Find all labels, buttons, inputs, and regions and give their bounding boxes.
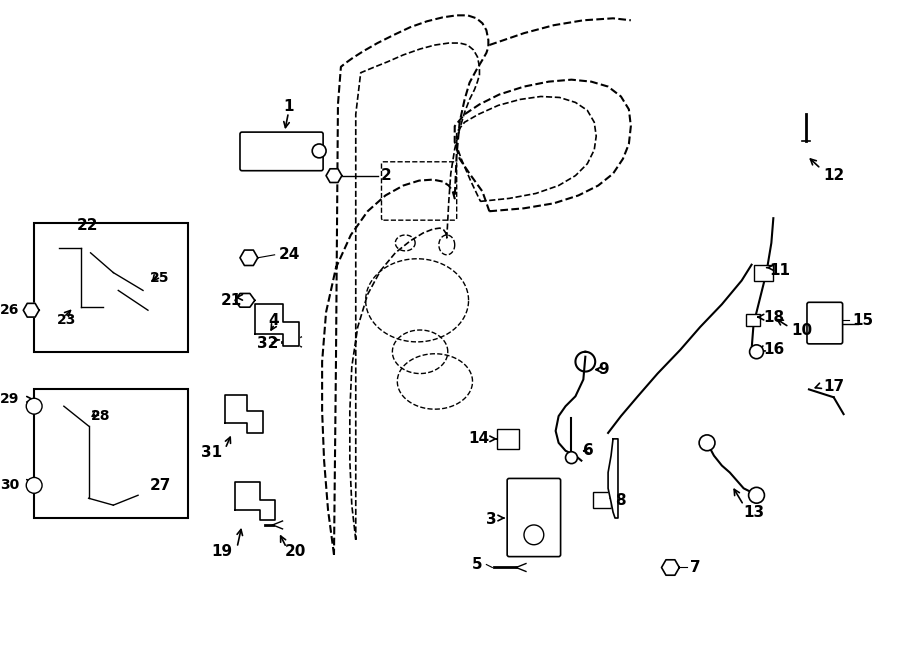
Text: 4: 4	[269, 312, 279, 328]
Circle shape	[26, 399, 42, 414]
Circle shape	[565, 451, 578, 463]
Text: 16: 16	[763, 342, 785, 357]
Text: 7: 7	[690, 560, 701, 575]
Text: 26: 26	[0, 303, 19, 317]
Bar	[593, 493, 611, 508]
Polygon shape	[235, 483, 274, 520]
Polygon shape	[662, 560, 680, 575]
Polygon shape	[23, 303, 39, 317]
Polygon shape	[608, 439, 618, 518]
Text: 28: 28	[91, 409, 110, 423]
Text: 14: 14	[468, 432, 490, 446]
Text: 31: 31	[201, 446, 222, 460]
Text: 5: 5	[472, 557, 482, 572]
Text: 13: 13	[743, 504, 765, 520]
Circle shape	[524, 525, 544, 545]
Text: 3: 3	[486, 512, 496, 528]
Text: 17: 17	[823, 379, 844, 394]
Text: 30: 30	[0, 479, 19, 493]
Text: 15: 15	[852, 312, 874, 328]
Text: 29: 29	[0, 393, 19, 406]
Text: 19: 19	[211, 544, 232, 559]
Text: 27: 27	[150, 478, 171, 493]
Circle shape	[750, 345, 763, 359]
Text: 22: 22	[76, 218, 98, 232]
FancyBboxPatch shape	[508, 479, 561, 557]
Text: 21: 21	[220, 293, 242, 308]
FancyBboxPatch shape	[240, 132, 323, 171]
Circle shape	[749, 487, 764, 503]
Polygon shape	[255, 305, 300, 346]
Circle shape	[26, 477, 42, 493]
Text: 10: 10	[791, 322, 813, 338]
Polygon shape	[240, 250, 257, 265]
Text: 20: 20	[284, 544, 306, 559]
Text: 24: 24	[279, 248, 300, 262]
Bar	[753, 265, 773, 281]
Polygon shape	[326, 169, 342, 183]
Text: 11: 11	[770, 263, 790, 278]
FancyBboxPatch shape	[34, 223, 187, 352]
Circle shape	[699, 435, 715, 451]
Text: 12: 12	[823, 168, 844, 183]
Polygon shape	[225, 395, 263, 433]
Bar	[745, 314, 760, 326]
Text: 6: 6	[583, 444, 594, 458]
Text: 32: 32	[257, 336, 279, 352]
Polygon shape	[235, 293, 255, 307]
Bar	[498, 429, 519, 449]
Text: 23: 23	[57, 313, 76, 327]
FancyBboxPatch shape	[807, 303, 842, 344]
Text: 2: 2	[381, 168, 392, 183]
Text: 8: 8	[615, 493, 626, 508]
Circle shape	[312, 144, 326, 158]
Text: 18: 18	[763, 310, 785, 324]
FancyBboxPatch shape	[34, 389, 187, 518]
Text: 9: 9	[598, 362, 608, 377]
Text: 1: 1	[284, 99, 293, 114]
Text: 25: 25	[150, 271, 169, 285]
